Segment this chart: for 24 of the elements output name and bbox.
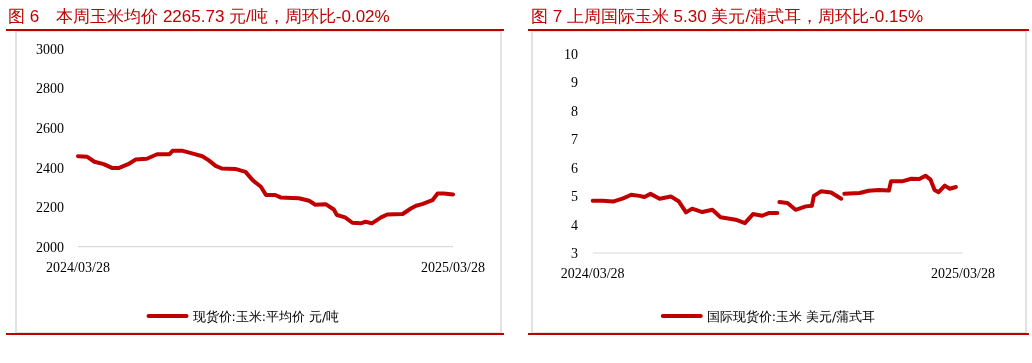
y-tick-label: 7 (571, 132, 578, 148)
y-tick-label: 2800 (36, 81, 64, 97)
y-tick-label: 5 (571, 189, 578, 205)
y-tick-label: 10 (564, 47, 578, 62)
x-tick-label: 2024/03/28 (46, 259, 110, 275)
y-tick-label: 2200 (36, 200, 64, 216)
x-tick-label: 2024/03/28 (560, 266, 625, 281)
y-tick-label: 2600 (36, 120, 64, 136)
y-tick-label: 8 (571, 103, 578, 119)
y-tick-label: 9 (571, 75, 578, 91)
line-series (590, 191, 780, 226)
line-series (76, 148, 455, 226)
x-tick-label: 2025/03/28 (421, 259, 485, 275)
y-tick-label: 3 (571, 246, 578, 261)
y-tick-label: 4 (571, 217, 578, 233)
chart-title: 图 7 上周国际玉米 5.30 美元/蒲式耳，周环比-0.15% (531, 7, 924, 26)
x-tick-label: 2025/03/28 (931, 266, 995, 281)
legend-label: 国际现货价:玉米 美元/蒲式耳 (706, 309, 876, 324)
y-tick-label: 3000 (36, 41, 64, 57)
y-tick-label: 6 (571, 160, 578, 176)
chart-title: 图 6 本周玉米均价 2265.73 元/吨，周环比-0.02% (8, 7, 390, 26)
y-tick-label: 2400 (36, 160, 64, 176)
y-tick-label: 2000 (36, 239, 64, 255)
legend-label: 现货价:玉米:平均价 元/吨 (192, 309, 340, 324)
